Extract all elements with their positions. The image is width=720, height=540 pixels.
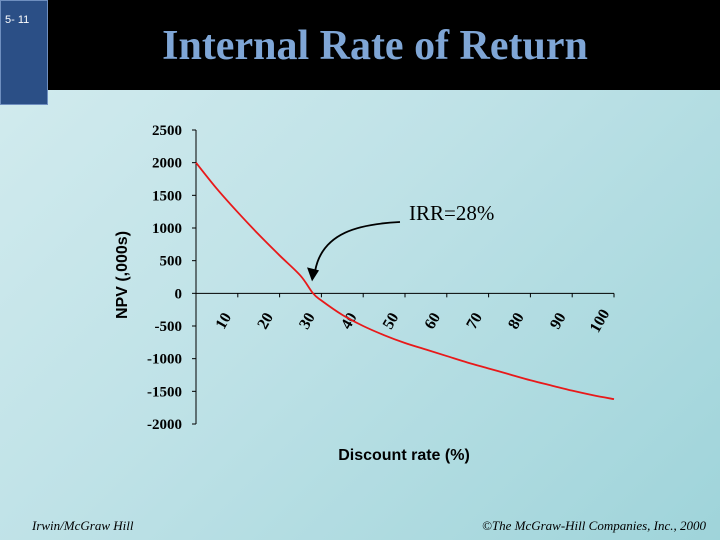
y-tick-label: -500 [155, 319, 183, 335]
x-tick-labels: 10 20 30 40 50 60 70 80 90 100 [213, 306, 614, 335]
x-tick-label: 20 [254, 310, 277, 332]
y-tick-labels: 2500 2000 1500 1000 500 0 -500 -1000 -1500 -2000 [147, 123, 182, 433]
x-tick-label: 80 [505, 310, 528, 332]
y-tick-label: -1000 [147, 352, 182, 368]
y-tick-label: 2500 [152, 123, 182, 139]
y-tick-label: 0 [175, 286, 183, 302]
x-tick-label: 60 [422, 310, 445, 332]
chart-axes [192, 129, 615, 425]
header-bar [0, 0, 720, 90]
y-tick-label: 500 [160, 254, 183, 270]
npv-series-line [195, 162, 615, 401]
footer-publisher: Irwin/McGraw Hill [32, 518, 134, 533]
slide-number: 5- 11 [5, 14, 30, 26]
x-tick-label: 30 [296, 310, 319, 332]
slide-number-box: 5- 11 [0, 0, 48, 105]
x-tick-label: 50 [380, 310, 403, 332]
irr-arrowhead [307, 267, 320, 282]
y-tick-label: -2000 [147, 417, 182, 433]
irr-annotation: IRR=28% [409, 201, 494, 225]
x-axis-label: Discount rate (%) [338, 447, 470, 464]
x-tick-label: 10 [213, 310, 236, 332]
page-title: Internal Rate of Return [162, 23, 588, 69]
irr-arrow [314, 221, 401, 272]
footer-copyright: ©The McGraw-Hill Companies, Inc., 2000 [482, 518, 706, 533]
x-tick-label: 100 [587, 306, 614, 335]
x-tick-label: 90 [547, 310, 570, 332]
y-tick-label: -1500 [147, 384, 182, 400]
y-tick-label: 1000 [152, 221, 182, 237]
x-tick-label: 70 [463, 310, 486, 332]
y-tick-label: 2000 [152, 156, 182, 172]
y-axis-label: NPV (,000s) [114, 231, 131, 319]
y-tick-label: 1500 [152, 188, 182, 204]
